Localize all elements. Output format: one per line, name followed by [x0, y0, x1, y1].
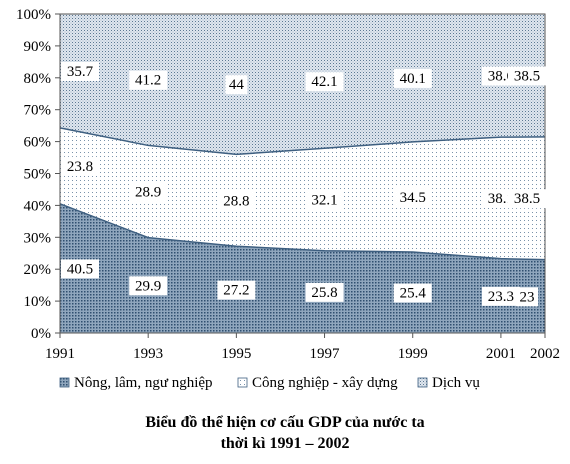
data-label-bg — [305, 72, 344, 92]
boundary-line-1 — [59, 203, 546, 261]
boundary-line-2 — [59, 127, 546, 156]
area-series-2 — [60, 14, 545, 155]
data-label: 41.2 — [135, 73, 161, 89]
data-label: 35.7 — [67, 64, 94, 80]
y-tick-label: 20% — [24, 262, 52, 278]
x-tick-label: 1999 — [398, 346, 428, 362]
legend-label-0: Nông, lâm, ngư nghiệp — [74, 375, 213, 391]
legend-swatch-1 — [237, 377, 248, 388]
data-label-bg — [61, 156, 99, 176]
legend-label-2: Dịch vụ — [432, 375, 480, 391]
x-tick-label: 1991 — [45, 346, 75, 362]
area-series-1 — [60, 127, 545, 260]
data-label-bg — [508, 189, 546, 209]
y-tick-label: 70% — [24, 103, 52, 119]
data-label-bg — [61, 61, 99, 81]
data-label-bg — [393, 283, 432, 303]
data-label: 28.8 — [223, 193, 249, 209]
data-label: 23 — [520, 289, 535, 305]
legend-swatch-0 — [59, 377, 70, 388]
data-label: 23.3 — [488, 289, 514, 305]
x-tick-label: 2001 — [486, 346, 516, 362]
data-label-bg — [61, 259, 99, 279]
data-label: 38.5 — [514, 68, 540, 84]
data-label: 38.5 — [514, 191, 540, 207]
data-label-bg — [516, 287, 538, 307]
data-label: 29.9 — [135, 278, 161, 294]
data-label: 25.8 — [311, 285, 337, 301]
data-label: 42.1 — [311, 74, 337, 90]
y-tick-label: 10% — [24, 294, 52, 310]
data-label-bg — [393, 68, 432, 88]
data-label-bg — [129, 182, 168, 202]
data-label: 40.1 — [400, 71, 426, 87]
data-label-bg — [217, 191, 256, 211]
data-labels: 40.5 29.9 27.2 25.8 25.4 23.3 23 23.8 28.9 28.8 32… — [61, 61, 546, 307]
data-label-bg — [305, 190, 344, 210]
data-label: 25.4 — [400, 285, 427, 301]
y-tick-label: 80% — [24, 71, 52, 87]
chart-axes: 0% 10% 20% 30% 40% 50% 60% 70% 80% 90% 100% 1991 199… — [16, 7, 560, 362]
data-label-bg — [129, 70, 168, 90]
data-label-bg — [481, 286, 520, 306]
data-label: 40.5 — [67, 261, 93, 277]
x-tick-label: 1995 — [221, 346, 251, 362]
y-tick-label: 0% — [31, 326, 51, 342]
data-label-bg — [217, 280, 256, 300]
data-label: 34.5 — [400, 190, 426, 206]
y-tick-label: 40% — [24, 198, 52, 214]
y-tick-label: 60% — [24, 135, 52, 151]
legend: Nông, lâm, ngư nghiệp Công nghiệp - xây d… — [59, 375, 480, 391]
data-label-bg — [508, 66, 546, 86]
x-tick-label: 2002 — [530, 346, 560, 362]
x-tick-label: 1997 — [310, 346, 341, 362]
data-label: 32.1 — [311, 192, 337, 208]
data-label: 44 — [229, 77, 245, 93]
y-tick-label: 90% — [24, 39, 52, 55]
data-label-bg — [225, 75, 248, 95]
data-label: 27.2 — [223, 283, 249, 299]
y-tick-label: 30% — [24, 230, 52, 246]
chart-title: Biểu đồ thể hiện cơ cấu GDP của nước ta … — [0, 412, 570, 454]
y-tick-label: 50% — [24, 167, 52, 183]
legend-swatch-2 — [417, 377, 428, 388]
data-label-bg — [305, 282, 344, 302]
data-label: 38.6 — [488, 69, 515, 85]
chart-title-line-2: thời kì 1991 – 2002 — [220, 435, 350, 452]
data-label-bg — [393, 187, 432, 207]
data-label: 28.9 — [135, 185, 161, 201]
chart-title-line-1: Biểu đồ thể hiện cơ cấu GDP của nước ta — [145, 414, 425, 431]
x-tick-label: 1993 — [133, 346, 163, 362]
data-label: 23.8 — [67, 159, 93, 175]
data-label-bg — [129, 276, 168, 296]
y-tick-label: 100% — [16, 7, 51, 23]
series-boundary-lines — [59, 127, 546, 261]
legend-label-1: Công nghiệp - xây dựng — [252, 375, 398, 391]
data-label: 38.1 — [488, 191, 514, 207]
